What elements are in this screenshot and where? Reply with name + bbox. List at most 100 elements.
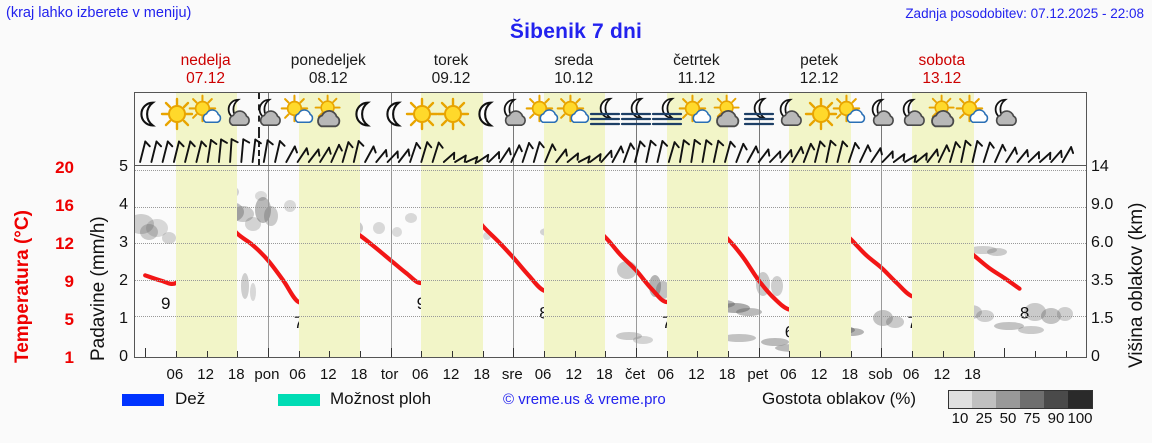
x-tick bbox=[421, 351, 423, 357]
temperature-tick: 1 bbox=[64, 348, 74, 367]
temperature-value-label: 9 bbox=[417, 294, 426, 313]
day-separator bbox=[881, 166, 883, 357]
precipitation-tick: 1 bbox=[119, 310, 128, 327]
x-tick-label: 12 bbox=[565, 366, 583, 383]
day-date: 09.12 bbox=[431, 70, 471, 87]
x-tick bbox=[574, 351, 576, 357]
x-tick bbox=[789, 351, 791, 357]
cloud-density-tick: 50 bbox=[999, 410, 1017, 427]
cloud-height-tick: 0 bbox=[1091, 348, 1100, 365]
day-name: petek bbox=[800, 52, 839, 69]
sun-partly-cloudy-icon bbox=[556, 94, 592, 130]
x-tick-label: 12 bbox=[810, 366, 828, 383]
temperature-tick: 12 bbox=[55, 234, 74, 253]
gridline-horizontal bbox=[135, 279, 1086, 281]
x-tick-label: 12 bbox=[319, 366, 337, 383]
moon-cloudy-icon bbox=[864, 96, 898, 130]
copyright-link[interactable]: © vreme.us & vreme.pro bbox=[503, 391, 666, 408]
moon-clear-icon bbox=[466, 96, 500, 130]
x-tick bbox=[697, 351, 699, 357]
moon-clear-icon bbox=[374, 96, 408, 130]
gridline-horizontal bbox=[135, 316, 1086, 318]
sun-clear-icon bbox=[435, 96, 470, 131]
rain-legend-swatch bbox=[122, 394, 164, 406]
x-tick bbox=[359, 351, 361, 357]
x-tick-label: sob bbox=[868, 366, 893, 383]
x-tick bbox=[329, 351, 331, 357]
x-tick bbox=[881, 348, 883, 357]
page-title: Šibenik 7 dni bbox=[509, 20, 643, 43]
x-tick-label: 06 bbox=[780, 366, 797, 383]
daylight-band bbox=[666, 132, 729, 165]
precipitation-tick: 0 bbox=[119, 348, 128, 365]
gridline-horizontal bbox=[135, 206, 1086, 208]
x-tick bbox=[145, 348, 147, 357]
x-tick-label: 06 bbox=[657, 366, 675, 383]
temperature-cloud-graph: 9157149168147146147128 bbox=[134, 165, 1087, 358]
rain-legend-label: Dež bbox=[175, 389, 206, 408]
sun-partly-cloudy-icon bbox=[955, 94, 991, 130]
sun-partly-cloudy-icon bbox=[832, 94, 868, 130]
day-separator bbox=[636, 132, 638, 165]
cloud-blob bbox=[1041, 308, 1061, 324]
x-tick bbox=[758, 348, 760, 357]
temperature-value-label: 8 bbox=[539, 304, 548, 323]
x-tick-label: 06 bbox=[289, 366, 306, 383]
day-header-sobota: sobota 13.12 bbox=[872, 52, 1012, 90]
sun-cloudy-icon bbox=[312, 94, 346, 130]
daylight-band bbox=[912, 166, 974, 357]
moon-clear-icon bbox=[135, 96, 162, 130]
cloud-blob bbox=[886, 316, 904, 328]
day-separator bbox=[758, 132, 760, 165]
cloud-blob bbox=[250, 283, 256, 301]
cloud-blob bbox=[264, 206, 278, 226]
cloud-blob bbox=[736, 308, 762, 316]
day-header-četrtek: četrtek 11.12 bbox=[626, 52, 766, 90]
current-time-line bbox=[257, 132, 260, 165]
moon-cloudy-icon bbox=[496, 96, 530, 130]
precipitation-tick: 4 bbox=[119, 196, 128, 213]
sun-clear-icon bbox=[803, 96, 838, 131]
cloud-blob bbox=[284, 200, 296, 212]
temperature-value-label: 9 bbox=[161, 294, 170, 313]
x-tick-label: 06 bbox=[902, 366, 920, 383]
temperature-value-label: 7 bbox=[662, 313, 671, 332]
precipitation-axis-title: Padavine (mm/h) bbox=[88, 216, 109, 361]
x-tick bbox=[728, 351, 730, 357]
daylight-band bbox=[544, 166, 606, 357]
cloud-blob bbox=[1057, 307, 1073, 321]
day-name: četrtek bbox=[673, 52, 720, 69]
x-tick bbox=[1034, 351, 1036, 357]
x-tick bbox=[973, 351, 975, 357]
cloud-blob bbox=[656, 281, 670, 299]
x-tick bbox=[850, 351, 852, 357]
x-tick-label: 12 bbox=[933, 366, 951, 383]
moon-cloudy-icon bbox=[772, 96, 806, 130]
x-tick bbox=[267, 348, 269, 357]
x-tick-label: 18 bbox=[350, 366, 368, 383]
cloud-density-swatch bbox=[1020, 390, 1045, 409]
cloud-blob bbox=[976, 310, 994, 322]
x-tick bbox=[237, 351, 239, 357]
x-tick-label: 18 bbox=[841, 366, 859, 383]
cloud-height-tick: 1.5 bbox=[1091, 310, 1114, 327]
temperature-tick: 9 bbox=[64, 272, 74, 291]
cloud-density-tick: 25 bbox=[975, 410, 993, 427]
cloud-blob bbox=[162, 232, 176, 244]
cloud-blob bbox=[616, 332, 642, 340]
cloud-blob bbox=[241, 273, 249, 299]
day-header-petek: petek 12.12 bbox=[749, 52, 889, 90]
last-updated: Zadnja posodobitev: 07.12.2025 - 22:08 bbox=[905, 6, 1144, 21]
moon-cloudy-icon bbox=[251, 96, 285, 130]
sun-clear-icon bbox=[159, 96, 194, 131]
x-tick-label: pet bbox=[747, 366, 769, 383]
weather-icon-row bbox=[134, 92, 1087, 133]
day-separator bbox=[267, 132, 269, 165]
cloud-density-legend-label: Gostota oblakov (%) bbox=[762, 389, 917, 408]
sun-clear-icon bbox=[404, 96, 439, 131]
cloud-blob bbox=[140, 224, 158, 240]
cloud-blob bbox=[771, 276, 783, 296]
cloud-blob bbox=[245, 217, 261, 231]
day-name: sobota bbox=[918, 52, 966, 69]
sun-cloudy-icon bbox=[711, 94, 745, 130]
